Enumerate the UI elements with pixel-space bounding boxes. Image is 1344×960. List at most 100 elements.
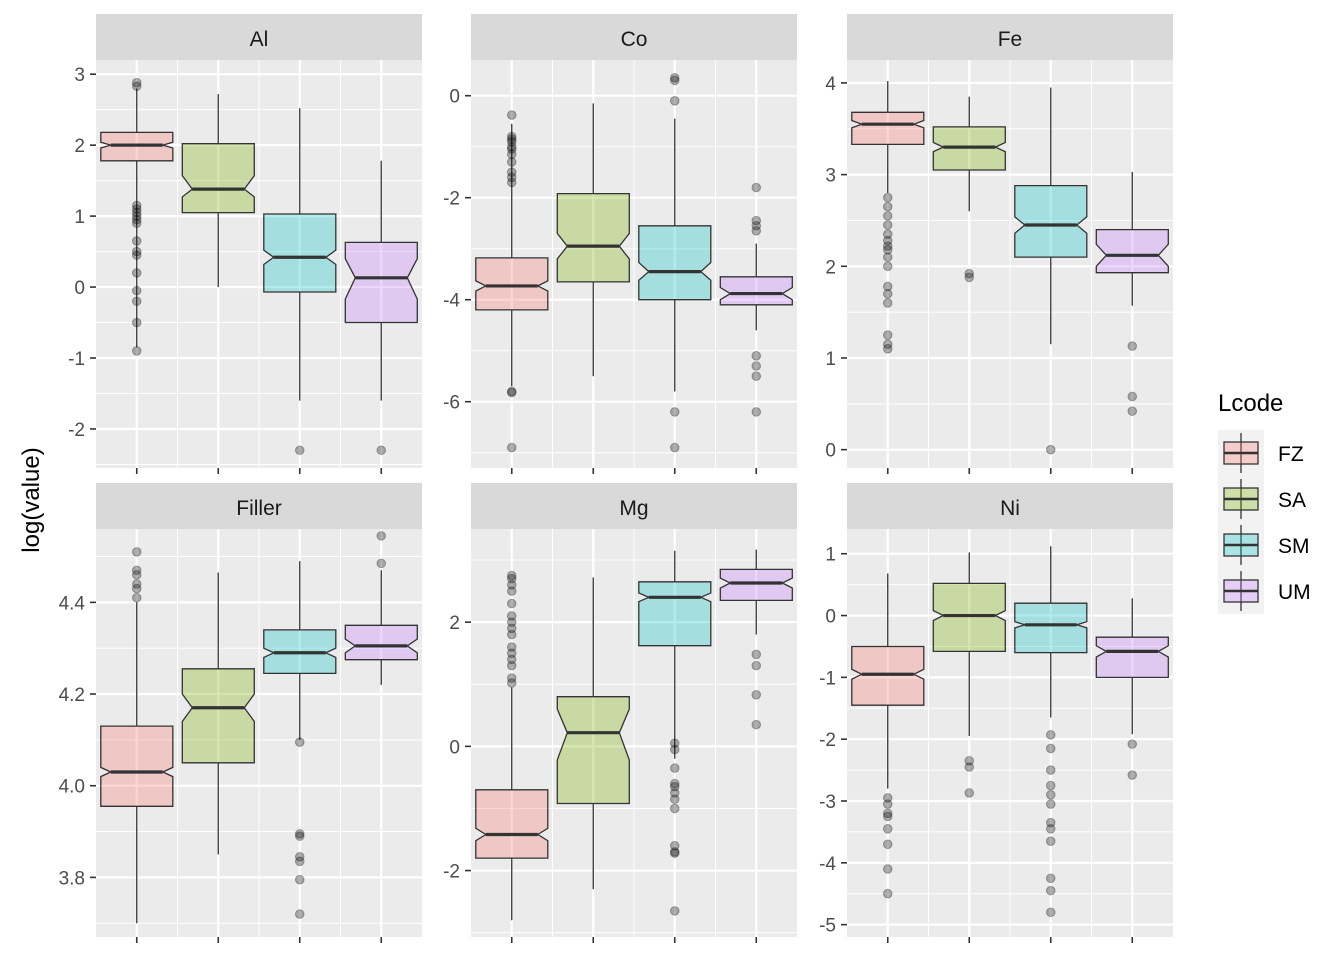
box-sa (556, 577, 630, 890)
outlier-point (1045, 780, 1056, 791)
outlier-point (882, 888, 893, 899)
outlier-point (131, 296, 142, 307)
box-sm (638, 73, 712, 453)
facet-strip (847, 14, 1173, 60)
outlier-point (964, 788, 975, 798)
legend-keys: FZ SA SM UM (1218, 430, 1311, 614)
outlier-point (882, 339, 893, 350)
y-tick-label: -2 (443, 862, 460, 883)
box-um (1095, 598, 1169, 780)
outlier-point (669, 73, 680, 83)
outlier-point (751, 649, 762, 660)
facet-strip-label: Mg (619, 497, 648, 520)
outlier-point (669, 75, 680, 86)
outlier-point (751, 371, 762, 382)
outlier-point (506, 580, 517, 590)
y-tick-label: 0 (449, 87, 460, 108)
box-sa (556, 103, 630, 377)
outlier-point (669, 407, 680, 417)
outlier-point (882, 220, 893, 230)
y-tick-label: 3 (74, 65, 85, 86)
y-tick-label: -2 (443, 189, 460, 210)
box-body (719, 568, 793, 602)
y-tick-label: -1 (68, 349, 85, 370)
outlier-point (751, 215, 762, 226)
y-tick-label: 1 (825, 349, 836, 370)
outlier-point (1127, 391, 1138, 402)
outlier-point (376, 558, 387, 569)
y-tick-label: 4 (825, 74, 836, 95)
outlier-point (506, 660, 517, 671)
outlier-point (669, 96, 680, 106)
outlier-point (1045, 743, 1056, 754)
outlier-point (882, 281, 893, 292)
outlier-point (294, 737, 305, 747)
legend-title: Lcode (1218, 390, 1283, 417)
facet-panel-ni: Ni 1 0 -1 -2 -3 -4 -5 (819, 483, 1173, 943)
outlier-point (131, 268, 142, 278)
facet-panel-al: Al 3 2 1 0 -1 -2 (68, 14, 422, 474)
facet-strip (847, 483, 1173, 529)
outlier-point (882, 192, 893, 203)
y-tick-label: 0 (74, 278, 85, 299)
y-tick-label: -2 (819, 730, 836, 751)
outlier-point (131, 547, 142, 557)
facet-strip-label: Al (250, 28, 269, 51)
facet-strip (471, 14, 797, 60)
outlier-point (669, 738, 680, 749)
facet-panel-co: Co 0 -2 -4 -6 (443, 14, 797, 474)
outlier-point (1045, 885, 1056, 896)
outlier-point (669, 442, 680, 453)
facet-panel-mg: Mg 2 0 -2 (443, 483, 797, 943)
box-fz (475, 110, 549, 453)
y-tick-label: -2 (68, 420, 85, 441)
legend-label: SM (1278, 535, 1310, 558)
legend-label: UM (1278, 581, 1311, 604)
outlier-point (882, 793, 893, 803)
box-body (475, 257, 549, 311)
outlier-point (506, 570, 517, 581)
outlier-point (506, 629, 517, 640)
y-tick-label: -5 (819, 916, 836, 937)
outlier-point (964, 268, 975, 279)
box-body (181, 668, 255, 764)
outlier-point (1045, 765, 1056, 775)
outlier-point (669, 906, 680, 916)
outlier-point (376, 531, 387, 541)
outlier-point (751, 182, 762, 193)
outlier-point (506, 598, 517, 609)
outlier-point (751, 361, 762, 371)
outlier-point (882, 244, 893, 255)
y-tick-label: 4.2 (59, 685, 85, 706)
y-tick-label: -1 (819, 668, 836, 689)
outlier-point (1045, 873, 1056, 884)
outlier-point (131, 200, 142, 211)
outlier-point (751, 719, 762, 730)
outlier-point (1045, 824, 1056, 834)
outlier-point (669, 778, 680, 789)
legend-item-um: UM (1218, 568, 1311, 614)
outlier-point (131, 236, 142, 246)
outlier-point (669, 788, 680, 798)
facet-panels: Al 3 2 1 0 -1 -2 Co 0 -2 -4 -6 Fe 4 3 2 1 0 Filler 4.4 4.2 4.… (59, 14, 1173, 943)
outlier-point (882, 241, 893, 251)
outlier-point (964, 762, 975, 772)
outlier-point (882, 261, 893, 272)
outlier-point (506, 149, 517, 160)
outlier-point (1045, 836, 1056, 846)
outlier-point (506, 617, 517, 627)
y-tick-label: 2 (449, 613, 460, 634)
outlier-point (506, 611, 517, 621)
outlier-point (882, 344, 893, 354)
outlier-point (1045, 817, 1056, 828)
outlier-point (131, 204, 142, 214)
outlier-point (131, 211, 142, 221)
box-body (1014, 602, 1088, 654)
box-um (1095, 171, 1169, 416)
y-tick-label: -4 (819, 854, 836, 875)
outlier-point (294, 831, 305, 841)
outlier-point (131, 218, 142, 228)
outlier-point (506, 144, 517, 155)
outlier-point (294, 829, 305, 839)
